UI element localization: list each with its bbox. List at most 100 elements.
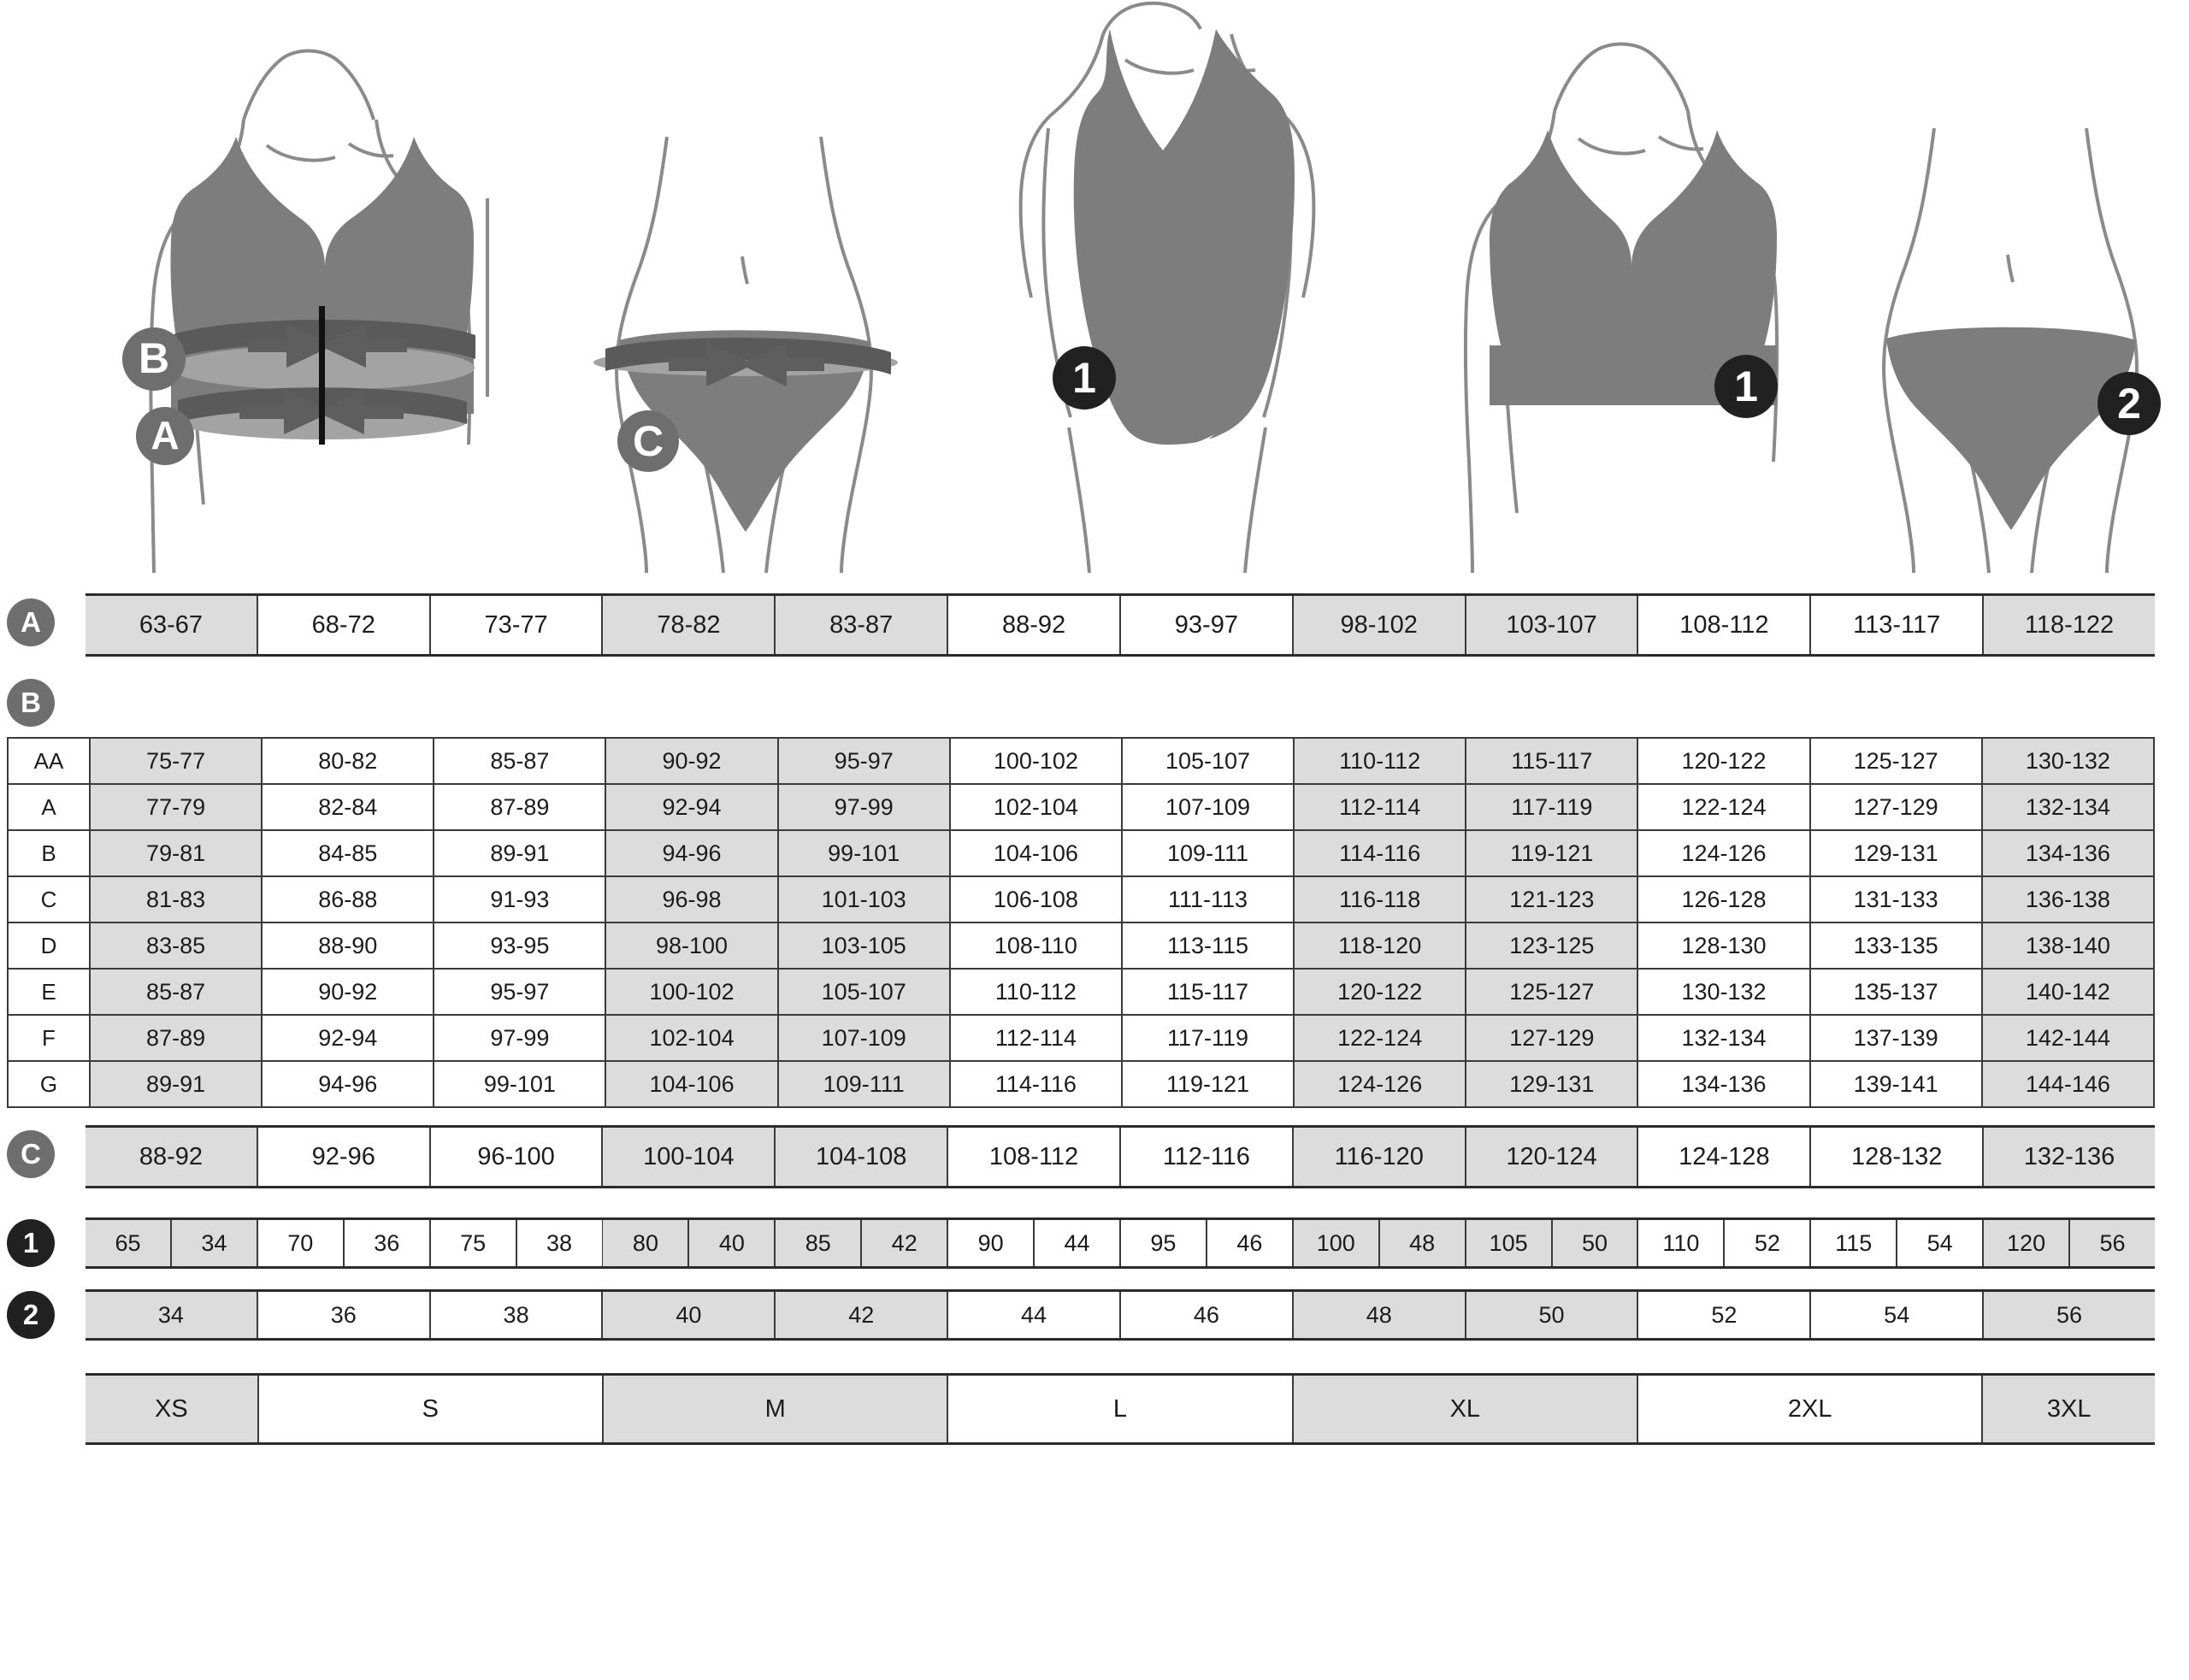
table-row: G 89-91 94-96 99-101 104-106 109-111 114-116 11… [7,1060,2156,1108]
bust-measurement-cell: 117-119 [1120,1014,1295,1062]
bust-measurement-cell: 107-109 [776,1014,951,1062]
bust-measurement-cell: 140-142 [1980,968,2156,1016]
bust-measurement-cell: 138-140 [1980,922,2156,970]
bust-measurement-cell: 125-127 [1808,737,1983,785]
bust-measurement-cell: 99-101 [776,829,951,877]
letter-size-cell: XL [1293,1376,1638,1442]
underbust-cell: 88-92 [948,596,1121,654]
bust-cup-table: AA 75-77 80-82 85-87 90-92 95-97 100-102 105-10… [7,737,2156,1108]
badge-c-illustration: C [617,410,679,472]
bust-measurement-cell: 75-77 [88,737,263,785]
bra-size-alt: 54 [1897,1220,1983,1266]
letter-size-grid: XS S M L XL 2XL 3XL [86,1373,2155,1445]
bust-measurement-cell: 130-132 [1980,737,2156,785]
bra-size-pair: 100 48 [1293,1220,1466,1266]
bra-size-eu: 105 [1466,1220,1553,1266]
bust-measurement-cell: 102-104 [605,1014,779,1062]
hip-cell: 88-92 [86,1128,258,1186]
bust-measurement-cell: 107-109 [1120,783,1295,831]
bra-size-alt: 42 [862,1220,947,1266]
bust-measurement-cell: 109-111 [1120,829,1295,877]
bust-measurement-cell: 111-113 [1120,875,1295,923]
bust-measurement-cell: 109-111 [776,1060,951,1108]
bust-measurement-cell: 90-92 [605,737,779,785]
bust-measurement-cell: 114-116 [1293,829,1467,877]
row-2-bottom-sizes: 2 34 36 38 40 42 44 46 48 50 52 54 56 [0,1282,2189,1361]
bust-measurement-cell: 127-129 [1465,1014,1639,1062]
bust-measurement-cell: 134-136 [1637,1060,1811,1108]
bra-size-alt: 34 [171,1220,257,1266]
bra-size-alt: 56 [2070,1220,2155,1266]
bra-size-alt: 46 [1207,1220,1292,1266]
bottom-size-cell: 36 [257,1292,431,1338]
bust-measurement-cell: 121-123 [1465,875,1639,923]
bra-size-alt: 36 [344,1220,429,1266]
bust-measurement-cell: 113-115 [1120,922,1295,970]
badge-1-illustration-top: 1 [1714,355,1778,418]
bust-measurement-cell: 95-97 [776,737,951,785]
underbust-cell: 73-77 [430,596,604,654]
bust-measurement-cell: 129-131 [1808,829,1983,877]
bust-measurement-cell: 142-144 [1980,1014,2156,1062]
cup-size-label: B [7,829,91,877]
badge-a: A [7,598,55,646]
svg-text:C: C [633,417,664,465]
bust-measurement-cell: 85-87 [88,968,263,1016]
row-letter-sizes: XS S M L XL 2XL 3XL [0,1361,2189,1464]
bust-measurement-cell: 85-87 [433,737,607,785]
bottom-size-cell: 38 [430,1292,604,1338]
bust-measurement-cell: 122-124 [1293,1014,1467,1062]
bottom-size-cell: 34 [86,1292,258,1338]
bottom-size-cell: 44 [948,1292,1121,1338]
bust-measurement-cell: 129-131 [1465,1060,1639,1108]
underbust-cell: 98-102 [1293,596,1466,654]
bra-size-eu: 100 [1293,1220,1380,1266]
bust-measurement-cell: 83-85 [88,922,263,970]
bra-size-pair: 110 52 [1638,1220,1812,1266]
bikini-bottom-figure: 2 [1838,0,2180,573]
hip-cell: 116-120 [1293,1128,1466,1186]
bust-measurement-cell: 84-85 [261,829,435,877]
cup-size-label: C [7,875,91,923]
bust-measurement-cell: 87-89 [433,783,607,831]
bust-measurement-cell: 103-105 [776,922,951,970]
bust-measurement-cell: 144-146 [1980,1060,2156,1108]
bust-measurement-cell: 122-124 [1637,783,1811,831]
bust-measurement-cell: 104-106 [948,829,1123,877]
bra-size-pair: 70 36 [257,1220,431,1266]
badge-2-illustration: 2 [2098,372,2161,435]
bust-measurement-cell: 120-122 [1637,737,1811,785]
cup-size-label: AA [7,737,91,785]
letter-size-cell: M [604,1376,949,1442]
badge-c: C [7,1130,55,1178]
underbust-cell: 83-87 [776,596,949,654]
letter-size-cell: XS [86,1376,259,1442]
bust-measurement-cell: 97-99 [433,1014,607,1062]
underbust-cell: 68-72 [257,596,431,654]
bottom-size-cell: 56 [1984,1292,2155,1338]
bust-measurement-cell: 133-135 [1808,922,1983,970]
hip-cell: 112-116 [1120,1128,1294,1186]
letter-size-cell: S [258,1376,604,1442]
bust-measurement-cell: 80-82 [261,737,435,785]
bust-measurement-cell: 99-101 [433,1060,607,1108]
bust-measurement-cell: 132-134 [1637,1014,1811,1062]
bra-size-eu: 90 [948,1220,1035,1266]
letter-size-cell: L [948,1376,1294,1442]
bust-measurement-cell: 89-91 [433,829,607,877]
letter-size-cell: 3XL [1983,1376,2155,1442]
row-1-bra-sizes: 1 65 34 70 36 75 38 80 40 85 42 90 44 95 46 100 48 105 50… [0,1207,2189,1282]
bust-measurement-cell: 114-116 [948,1060,1123,1108]
bust-measurement-cell: 119-121 [1465,829,1639,877]
bust-measurement-cell: 100-102 [948,737,1123,785]
bust-measurement-cell: 119-121 [1120,1060,1295,1108]
bra-size-alt: 40 [689,1220,775,1266]
svg-text:1: 1 [1734,363,1758,410]
bust-measurement-cell: 106-108 [948,875,1123,923]
bust-measurement-cell: 131-133 [1808,875,1983,923]
bust-measurement-cell: 132-134 [1980,783,2156,831]
bust-measurement-cell: 92-94 [605,783,779,831]
table-row: F 87-89 92-94 97-99 102-104 107-109 112-114 117… [7,1014,2156,1062]
bra-size-eu: 70 [257,1220,345,1266]
row-a-underbust: A 63-67 68-72 73-77 78-82 83-87 88-92 93-97 98-… [0,573,2189,675]
